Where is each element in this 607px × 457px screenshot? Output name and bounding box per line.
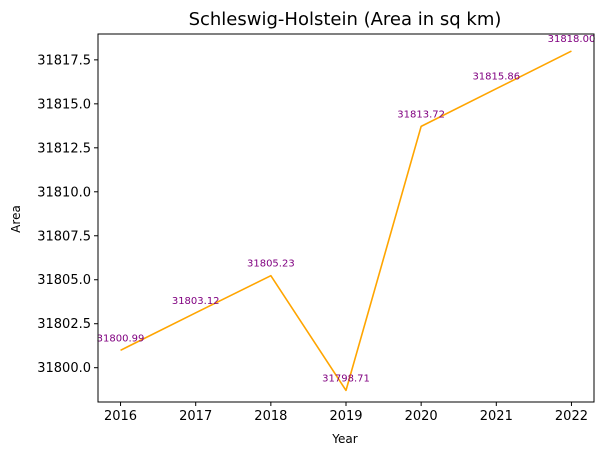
series-layer	[120, 50, 572, 392]
y-tick-label: 31800.0	[37, 361, 91, 376]
x-tick-label: 2020	[405, 409, 438, 424]
data-label: 31803.12	[172, 296, 220, 307]
y-tick-label: 31810.0	[37, 185, 91, 200]
y-tick-label: 31802.5	[37, 317, 91, 332]
data-label: 31798.71	[322, 373, 370, 384]
data-label: 31815.86	[472, 72, 520, 83]
y-axis: 31800.0 31802.5 31805.0 31807.5 31810.0 31812…	[37, 53, 98, 376]
x-tick-label: 2018	[254, 409, 287, 424]
y-axis-label: Area	[9, 205, 23, 233]
y-tick-label: 31807.5	[37, 229, 91, 244]
data-label: 31800.99	[97, 333, 145, 344]
x-tick-label: 2016	[104, 409, 137, 424]
chart-title: Schleswig-Holstein (Area in sq km)	[189, 9, 502, 30]
data-label: 31818.00	[548, 34, 596, 45]
y-tick-label: 31817.5	[37, 53, 91, 68]
y-tick-label: 31815.0	[37, 97, 91, 112]
x-axis: 2016 2017 2018 2019 2020 2021 2022	[104, 402, 588, 424]
data-label: 31805.23	[247, 259, 295, 270]
y-tick-label: 31812.5	[37, 141, 91, 156]
x-tick-label: 2021	[480, 409, 513, 424]
series-line	[120, 50, 572, 392]
data-label: 31813.72	[397, 109, 445, 120]
y-tick-label: 31805.0	[37, 273, 91, 288]
x-tick-label: 2019	[329, 409, 362, 424]
x-axis-label: Year	[331, 432, 357, 446]
data-label-layer: 31800.99 31803.12 31805.23 31798.71 31813.72…	[97, 34, 596, 384]
x-tick-label: 2017	[179, 409, 212, 424]
x-tick-label: 2022	[555, 409, 588, 424]
